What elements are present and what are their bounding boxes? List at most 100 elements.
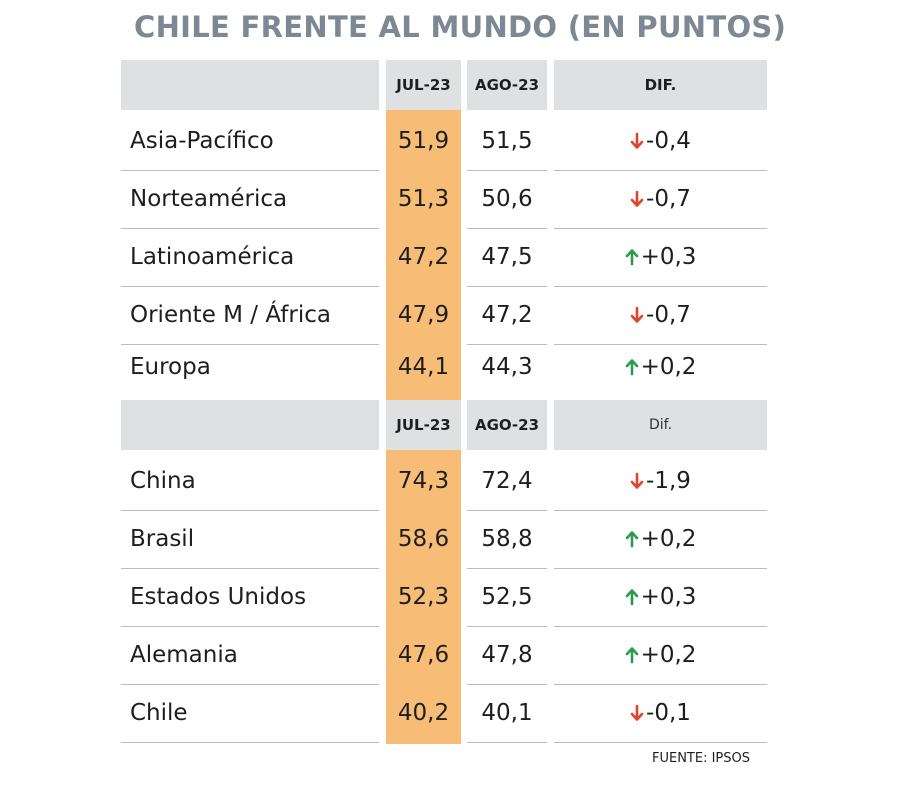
value-dif: +0,2 xyxy=(554,626,767,684)
row-separator xyxy=(467,228,547,229)
dif-text: +0,3 xyxy=(640,244,697,270)
arrow-down-icon xyxy=(630,472,644,489)
value-jul-23: 47,9 xyxy=(397,302,450,328)
value-ago-23: 47,2 xyxy=(481,302,533,328)
value-jul-23: 51,9 xyxy=(397,128,450,154)
row-separator xyxy=(121,742,379,743)
table-row: Alemania 47,6 47,8 +0,2 xyxy=(121,626,767,684)
value-jul-23: 47,2 xyxy=(397,244,450,270)
row-separator xyxy=(467,170,547,171)
value-jul-23: 47,6 xyxy=(397,642,450,668)
value-dif: -1,9 xyxy=(554,452,767,510)
row-separator xyxy=(554,344,767,345)
row-label: Alemania xyxy=(130,642,238,668)
row-separator xyxy=(121,626,379,627)
header-label-cell xyxy=(121,400,379,450)
value-ago-23: 51,5 xyxy=(481,128,533,154)
value-ago-23: 50,6 xyxy=(481,186,533,212)
table-row: Norteamérica 51,3 50,6 -0,7 xyxy=(121,170,767,228)
chart-title: CHILE FRENTE AL MUNDO (EN PUNTOS) xyxy=(134,10,787,44)
table-row: Latinoamérica 47,2 47,5 +0,3 xyxy=(121,228,767,286)
arrow-up-icon xyxy=(625,589,638,606)
header-ago-23: AGO-23 xyxy=(467,60,547,110)
value-ago-23: 47,5 xyxy=(481,244,533,270)
arrow-up-icon xyxy=(625,531,638,548)
dif-text: +0,2 xyxy=(640,354,697,380)
dif-text: +0,2 xyxy=(640,526,697,552)
value-ago-23: 72,4 xyxy=(481,468,533,494)
row-separator xyxy=(467,568,547,569)
header-jul-23: JUL-23 xyxy=(386,400,461,450)
value-dif: -0,4 xyxy=(554,112,767,170)
table-row: Europa 44,1 44,3 +0,2 xyxy=(121,338,767,396)
dif-text: -0,7 xyxy=(646,302,691,328)
header-label-cell xyxy=(121,60,379,110)
row-separator xyxy=(467,742,547,743)
value-jul-23: 74,3 xyxy=(397,468,450,494)
table-row: Oriente M / África 47,9 47,2 -0,7 xyxy=(121,286,767,344)
row-separator xyxy=(121,344,379,345)
row-separator xyxy=(467,684,547,685)
row-label: Brasil xyxy=(130,526,195,552)
row-separator xyxy=(121,170,379,171)
arrow-down-icon xyxy=(630,704,644,721)
row-separator xyxy=(554,510,767,511)
value-ago-23: 47,8 xyxy=(481,642,533,668)
arrow-up-icon xyxy=(625,647,638,664)
arrow-up-icon xyxy=(625,359,638,376)
table-row: Brasil 58,6 58,8 +0,2 xyxy=(121,510,767,568)
row-separator xyxy=(467,344,547,345)
row-label: Norteamérica xyxy=(130,186,288,212)
header-jul-23: JUL-23 xyxy=(386,60,461,110)
row-label: Oriente M / África xyxy=(130,302,331,328)
table-row: Estados Unidos 52,3 52,5 +0,3 xyxy=(121,568,767,626)
row-label: Latinoamérica xyxy=(130,244,295,270)
row-label: Chile xyxy=(130,700,188,726)
value-ago-23: 44,3 xyxy=(481,354,533,380)
row-separator xyxy=(554,568,767,569)
value-jul-23: 52,3 xyxy=(397,584,450,610)
row-separator xyxy=(467,510,547,511)
header-ago-23: AGO-23 xyxy=(467,400,547,450)
value-jul-23: 51,3 xyxy=(397,186,450,212)
row-label: Europa xyxy=(130,354,211,380)
jul-column-highlight xyxy=(386,110,461,406)
arrow-down-icon xyxy=(630,306,644,323)
row-separator xyxy=(554,742,767,743)
dif-text: +0,3 xyxy=(640,584,697,610)
value-dif: +0,2 xyxy=(554,338,767,396)
value-ago-23: 52,5 xyxy=(481,584,533,610)
value-dif: -0,1 xyxy=(554,684,767,742)
jul-column-highlight xyxy=(386,450,461,744)
table-row: Chile 40,2 40,1 -0,1 xyxy=(121,684,767,742)
row-separator xyxy=(121,684,379,685)
value-dif: -0,7 xyxy=(554,286,767,344)
row-separator xyxy=(467,286,547,287)
arrow-down-icon xyxy=(630,132,644,149)
row-separator xyxy=(467,626,547,627)
row-separator xyxy=(554,228,767,229)
row-separator xyxy=(554,684,767,685)
value-dif: +0,3 xyxy=(554,228,767,286)
row-separator xyxy=(121,286,379,287)
dif-text: -1,9 xyxy=(646,468,691,494)
value-jul-23: 58,6 xyxy=(397,526,450,552)
dif-text: -0,1 xyxy=(646,700,691,726)
row-label: China xyxy=(130,468,196,494)
row-label: Asia-Pacífico xyxy=(130,128,274,154)
table-row: China 74,3 72,4 -1,9 xyxy=(121,452,767,510)
value-dif: +0,2 xyxy=(554,510,767,568)
row-separator xyxy=(554,626,767,627)
value-jul-23: 44,1 xyxy=(397,354,450,380)
value-dif: -0,7 xyxy=(554,170,767,228)
table-header: JUL-23 AGO-23 Dif. xyxy=(121,400,767,450)
value-dif: +0,3 xyxy=(554,568,767,626)
table-row: Asia-Pacífico 51,9 51,5 -0,4 xyxy=(121,112,767,170)
header-dif: DIF. xyxy=(554,60,767,110)
table-header: JUL-23 AGO-23 DIF. xyxy=(121,60,767,110)
arrow-down-icon xyxy=(630,190,644,207)
header-dif: Dif. xyxy=(554,400,767,450)
arrow-up-icon xyxy=(625,249,638,266)
value-jul-23: 40,2 xyxy=(397,700,450,726)
dif-text: -0,4 xyxy=(646,128,691,154)
